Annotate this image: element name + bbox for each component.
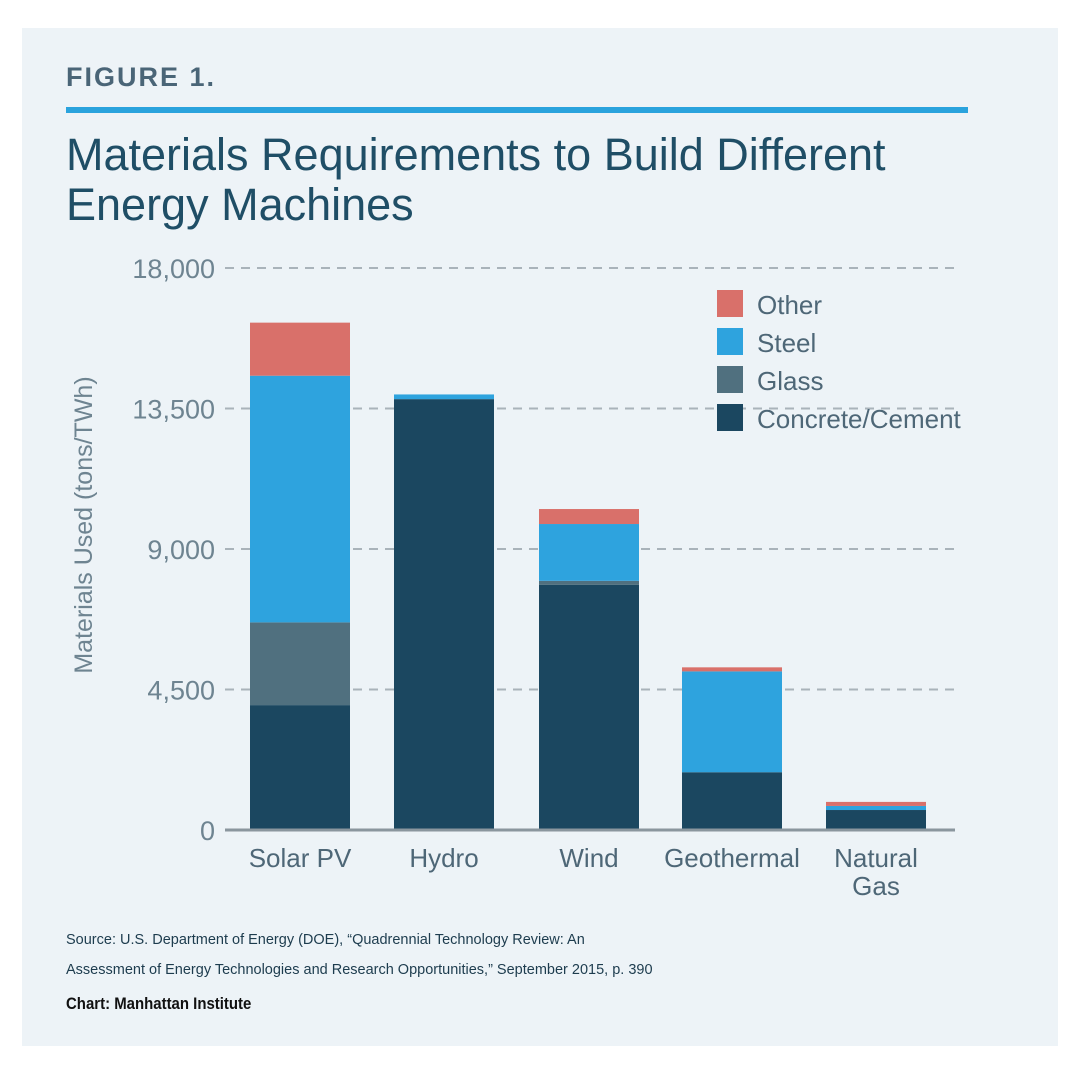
legend-label: Glass <box>757 366 823 396</box>
bar-segment-steel <box>682 671 782 773</box>
x-tick-label: Hydro <box>409 843 478 873</box>
bar-segment-other <box>539 509 639 525</box>
bar-segment-steel <box>250 375 350 623</box>
bar-segment-steel <box>539 524 639 581</box>
bar-segment-glass <box>250 622 350 706</box>
legend-swatch <box>717 366 743 393</box>
source-line-1: Source: U.S. Department of Energy (DOE),… <box>66 932 585 948</box>
bar-segment-other <box>826 801 926 806</box>
x-tick-label: Wind <box>559 843 618 873</box>
legend-label: Steel <box>757 328 816 358</box>
title-rule <box>66 107 968 113</box>
y-tick-label: 4,500 <box>147 676 215 706</box>
legend-swatch <box>717 404 743 431</box>
bar-segment-concrete-cement <box>826 810 926 830</box>
bar-segment-concrete-cement <box>250 705 350 830</box>
legend-swatch <box>717 328 743 355</box>
bar-segment-concrete-cement <box>682 772 782 830</box>
y-tick-label: 13,500 <box>132 395 215 425</box>
y-tick-label: 18,000 <box>132 254 215 284</box>
x-tick-label: Gas <box>852 871 900 901</box>
y-tick-label: 0 <box>200 816 215 846</box>
bar-segment-other <box>682 667 782 672</box>
bar-segment-steel <box>394 394 494 400</box>
y-axis-label: Materials Used (tons/TWh) <box>70 376 98 673</box>
source-line-2: Assessment of Energy Technologies and Re… <box>66 962 653 978</box>
x-tick-label: Geothermal <box>664 843 800 873</box>
figure-label: FIGURE 1. <box>66 62 217 92</box>
chart-credit: Chart: Manhattan Institute <box>66 994 252 1013</box>
bar-segment-glass <box>539 580 639 585</box>
legend-label: Concrete/Cement <box>757 404 962 434</box>
x-tick-label: Solar PV <box>249 843 352 873</box>
legend-swatch <box>717 290 743 317</box>
bar-segment-steel <box>826 805 926 811</box>
bar-segment-concrete-cement <box>394 399 494 830</box>
y-tick-label: 9,000 <box>147 535 215 565</box>
bar-segment-other <box>250 322 350 376</box>
bar-segment-concrete-cement <box>539 584 639 830</box>
x-tick-label: Natural <box>834 843 918 873</box>
legend-label: Other <box>757 290 822 320</box>
chart-title: Materials Requirements to Build Differen… <box>66 129 886 230</box>
